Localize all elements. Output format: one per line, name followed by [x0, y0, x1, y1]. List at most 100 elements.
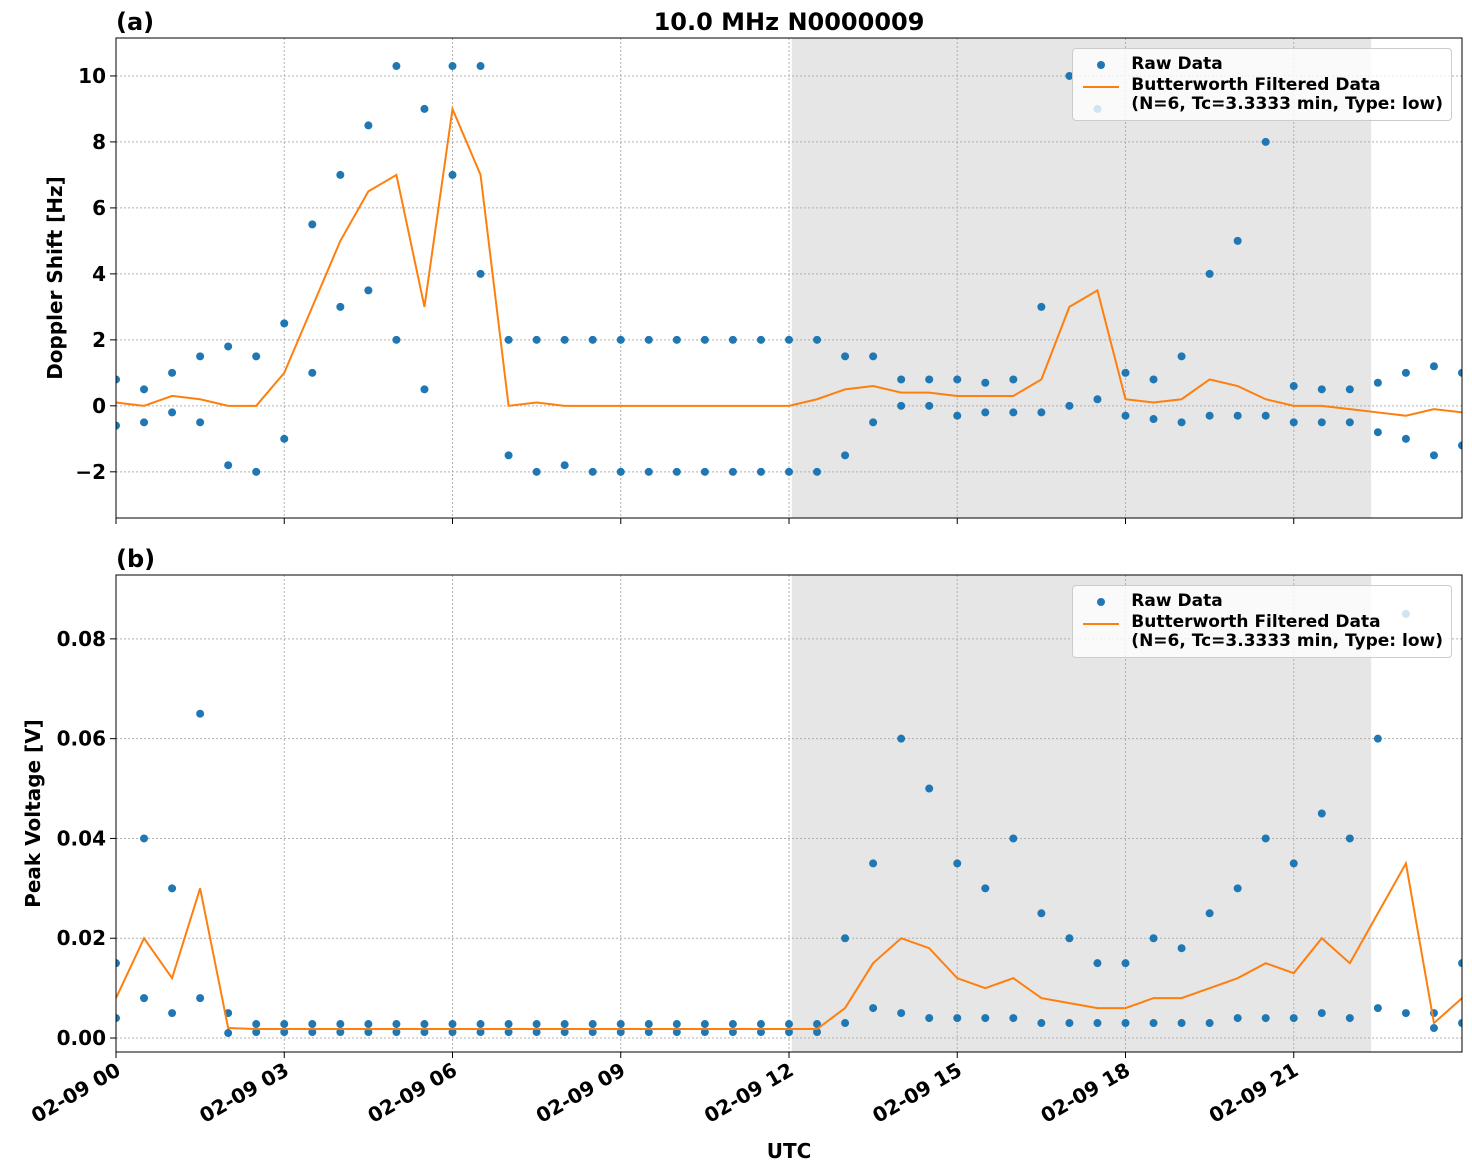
raw-point: [1121, 411, 1130, 420]
raw-point: [1093, 395, 1102, 404]
raw-point: [140, 994, 149, 1003]
y-axis-label: Doppler Shift [Hz]: [43, 176, 67, 380]
raw-point: [308, 220, 317, 229]
raw-point: [280, 319, 289, 328]
y-tick-label: 4: [92, 262, 106, 286]
raw-point: [560, 1020, 569, 1029]
raw-point: [1093, 959, 1102, 968]
plot-area: [116, 62, 1462, 476]
raw-point: [308, 368, 317, 377]
raw-point: [953, 1014, 962, 1023]
raw-point: [841, 1019, 850, 1028]
raw-point: [1429, 451, 1438, 460]
raw-point: [869, 352, 878, 361]
y-tick-label: 2: [92, 328, 106, 352]
raw-point: [756, 1020, 765, 1029]
raw-point: [785, 467, 793, 476]
raw-point: [1345, 385, 1354, 394]
raw-point: [728, 335, 737, 344]
panel-label: (a): [116, 8, 154, 36]
raw-point: [252, 352, 261, 361]
legend-item: Butterworth Filtered Data (N=6, Tc=3.333…: [1081, 76, 1443, 114]
raw-point: [420, 385, 429, 394]
raw-point: [981, 884, 990, 893]
y-tick-label: 6: [92, 196, 106, 220]
raw-point: [448, 170, 457, 179]
raw-point: [813, 335, 822, 344]
legend-label: Butterworth Filtered Data (N=6, Tc=3.333…: [1131, 75, 1443, 114]
raw-point: [196, 352, 205, 361]
filtered-line: [116, 860, 1462, 1031]
legend-label: Raw Data: [1131, 54, 1223, 74]
raw-point: [196, 994, 205, 1003]
chart-title: 10.0 MHz N0000009: [654, 8, 925, 36]
y-tick-label: 0.00: [57, 1026, 106, 1050]
raw-point: [813, 1020, 822, 1029]
panel-label: (b): [116, 545, 155, 573]
raw-point: [925, 401, 934, 410]
raw-point: [1149, 415, 1158, 424]
raw-point: [1149, 934, 1158, 943]
raw-point: [981, 378, 990, 387]
raw-point: [140, 385, 149, 394]
raw-point: [981, 408, 990, 417]
raw-point: [1177, 418, 1186, 427]
raw-point: [1345, 1014, 1354, 1023]
raw-point: [1233, 236, 1242, 245]
raw-point: [392, 62, 401, 71]
raw-point: [1317, 385, 1326, 394]
raw-point: [1261, 137, 1270, 146]
raw-point: [785, 335, 793, 344]
raw-point: [168, 408, 177, 417]
raw-point: [1065, 71, 1074, 80]
raw-point: [1205, 909, 1214, 918]
raw-point: [644, 467, 653, 476]
raw-point: [336, 1020, 345, 1029]
raw-point: [504, 451, 513, 460]
raw-point: [1289, 1014, 1298, 1023]
x-tick-label: 02-09 09: [532, 1058, 630, 1128]
raw-point: [953, 375, 962, 384]
raw-point: [1458, 959, 1462, 968]
raw-point: [448, 1020, 457, 1029]
y-axis-label: Peak Voltage [V]: [21, 719, 45, 908]
raw-point: [476, 269, 485, 278]
raw-point: [1401, 1009, 1410, 1018]
raw-point: [1009, 408, 1018, 417]
raw-point: [841, 352, 850, 361]
x-tick-label: 02-09 15: [868, 1058, 966, 1128]
raw-point: [1458, 441, 1462, 450]
raw-point: [560, 335, 569, 344]
raw-point: [1121, 959, 1130, 968]
raw-point: [672, 1020, 681, 1029]
raw-point: [504, 1020, 513, 1029]
raw-point: [1261, 411, 1270, 420]
raw-point: [869, 1004, 878, 1013]
raw-point: [168, 1009, 177, 1018]
raw-point: [897, 734, 906, 743]
raw-point: [1345, 418, 1354, 427]
raw-point: [1205, 411, 1214, 420]
raw-point: [644, 335, 653, 344]
plot-area: [116, 609, 1462, 1038]
raw-point: [1429, 362, 1438, 371]
legend-key: [1081, 613, 1121, 632]
raw-point: [532, 335, 541, 344]
y-tick-label: 0.08: [57, 627, 106, 651]
raw-point: [616, 1020, 625, 1029]
raw-point: [1009, 834, 1018, 843]
raw-point: [1289, 418, 1298, 427]
raw-point: [588, 1020, 597, 1029]
raw-point: [1149, 375, 1158, 384]
raw-point: [1345, 834, 1354, 843]
raw-point: [925, 1014, 934, 1023]
raw-point: [700, 1020, 709, 1029]
legend-swatch: [1097, 61, 1106, 69]
raw-point: [336, 302, 345, 311]
raw-point: [1149, 1019, 1158, 1028]
raw-point: [1233, 884, 1242, 893]
raw-point: [1121, 368, 1130, 377]
raw-point: [364, 121, 373, 130]
raw-point: [1121, 1019, 1130, 1028]
